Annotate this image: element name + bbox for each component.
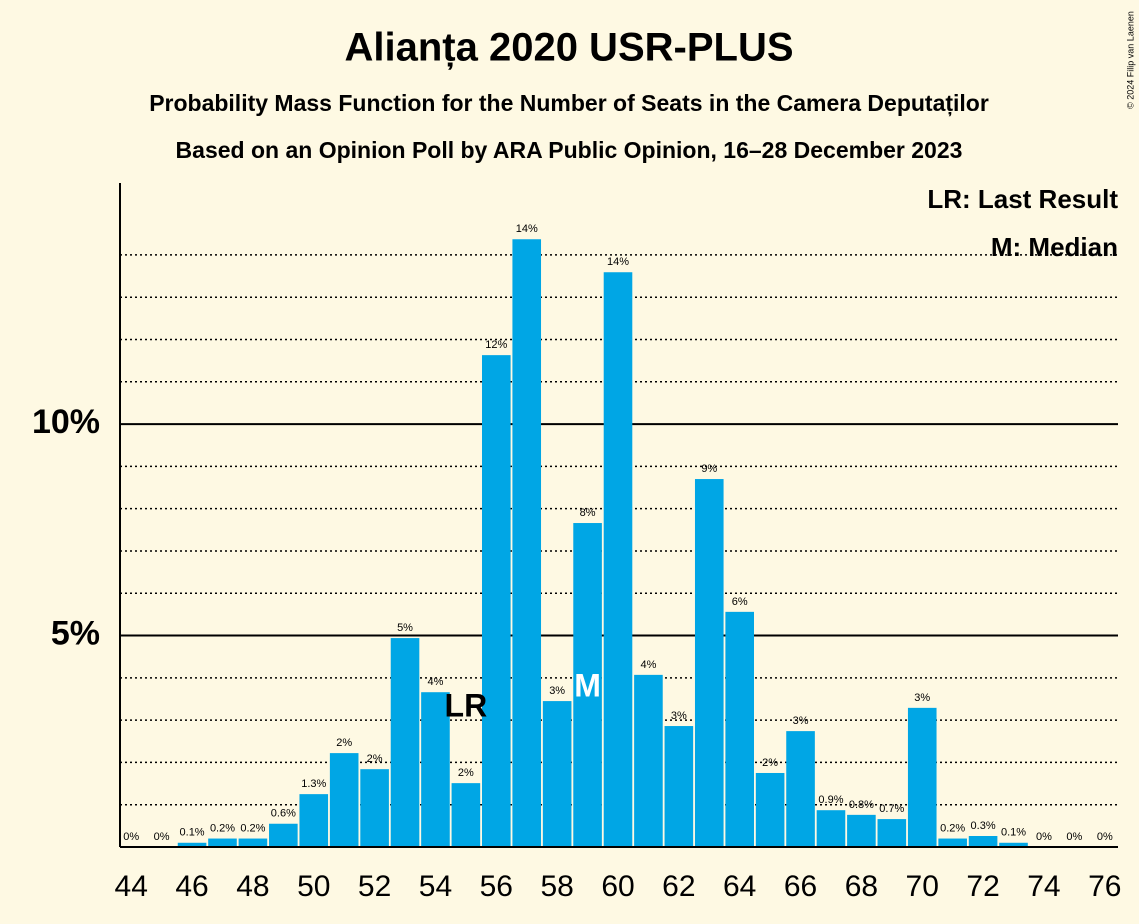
x-tick-label: 72 xyxy=(966,870,999,903)
value-label: 0.9% xyxy=(818,794,843,806)
value-label: 0.8% xyxy=(849,799,874,811)
copyright: © 2024 Filip van Laenen xyxy=(1125,11,1135,109)
value-label: 3% xyxy=(914,692,930,704)
value-label: 5% xyxy=(397,622,413,634)
bar xyxy=(177,842,207,847)
annotation: M xyxy=(574,667,601,703)
value-label: 9% xyxy=(701,463,717,475)
bar xyxy=(208,838,237,847)
bar xyxy=(542,701,572,847)
bar xyxy=(238,838,268,847)
x-tick-label: 48 xyxy=(236,870,269,903)
value-label: 0.6% xyxy=(271,808,296,820)
bar xyxy=(907,707,937,847)
bar xyxy=(816,810,846,847)
chart-subtitle: Based on an Opinion Poll by ARA Public O… xyxy=(176,137,963,163)
x-tick-label: 60 xyxy=(601,870,634,903)
value-label: 8% xyxy=(580,507,596,519)
value-label: 3% xyxy=(549,685,565,697)
value-label: 4% xyxy=(640,659,656,671)
value-label: 14% xyxy=(607,256,629,268)
value-label: 0.2% xyxy=(940,822,965,834)
value-label: 0.2% xyxy=(240,822,265,834)
x-tick-label: 56 xyxy=(480,870,513,903)
bar xyxy=(877,819,907,847)
value-label: 0.1% xyxy=(180,827,205,839)
chart-title: Alianța 2020 USR-PLUS xyxy=(344,26,793,70)
x-tick-label: 70 xyxy=(906,870,939,903)
x-tick-label: 76 xyxy=(1088,870,1121,903)
value-label: 0.2% xyxy=(210,822,235,834)
bar xyxy=(968,836,998,847)
value-label: 0.7% xyxy=(879,803,904,815)
x-tick-label: 62 xyxy=(662,870,695,903)
bar xyxy=(329,753,359,847)
bar xyxy=(725,611,754,847)
bar xyxy=(755,772,785,847)
x-tick-label: 68 xyxy=(845,870,878,903)
value-label: 2% xyxy=(762,757,778,769)
bar xyxy=(512,239,542,847)
bar xyxy=(299,794,329,847)
bar xyxy=(390,638,420,847)
bar xyxy=(938,838,967,847)
x-tick-label: 58 xyxy=(540,870,573,903)
value-label: 0% xyxy=(123,831,139,843)
value-label: 0.1% xyxy=(1001,827,1026,839)
y-tick-label: 5% xyxy=(51,615,100,653)
bar xyxy=(999,842,1028,847)
bar xyxy=(269,823,298,847)
legend-entry: LR: Last Result xyxy=(927,184,1118,214)
value-label: 2% xyxy=(336,737,352,749)
value-label: 0% xyxy=(1097,831,1113,843)
bar xyxy=(664,726,694,847)
bar xyxy=(573,523,602,847)
bar xyxy=(694,479,724,847)
x-tick-label: 74 xyxy=(1027,870,1060,903)
value-label: 12% xyxy=(485,339,507,351)
value-label: 3% xyxy=(793,715,809,727)
value-label: 4% xyxy=(428,676,444,688)
x-tick-label: 54 xyxy=(419,870,452,903)
value-label: 0% xyxy=(1036,831,1052,843)
chart-subtitle: Probability Mass Function for the Number… xyxy=(149,90,989,117)
bar xyxy=(451,783,481,847)
value-label: 0% xyxy=(154,831,170,843)
value-label: 2% xyxy=(458,767,474,779)
value-label: 1.3% xyxy=(301,778,326,790)
legend-entry: M: Median xyxy=(991,232,1118,262)
bar xyxy=(786,731,815,847)
bar xyxy=(603,272,633,847)
bar xyxy=(847,814,876,847)
x-tick-label: 46 xyxy=(175,870,208,903)
annotation: LR xyxy=(445,687,488,723)
value-label: 0% xyxy=(1066,831,1082,843)
value-label: 3% xyxy=(671,710,687,722)
value-label: 0.3% xyxy=(971,820,996,832)
value-label: 2% xyxy=(367,753,383,765)
value-label: 14% xyxy=(516,223,538,235)
x-tick-label: 66 xyxy=(784,870,817,903)
y-tick-label: 10% xyxy=(32,403,100,441)
bar xyxy=(482,355,511,847)
bar xyxy=(360,769,389,847)
bar xyxy=(634,674,663,847)
value-label: 6% xyxy=(732,596,748,608)
x-tick-label: 52 xyxy=(358,870,391,903)
x-tick-label: 64 xyxy=(723,870,756,903)
x-tick-label: 44 xyxy=(115,870,148,903)
bar xyxy=(421,692,450,847)
x-tick-label: 50 xyxy=(297,870,330,903)
